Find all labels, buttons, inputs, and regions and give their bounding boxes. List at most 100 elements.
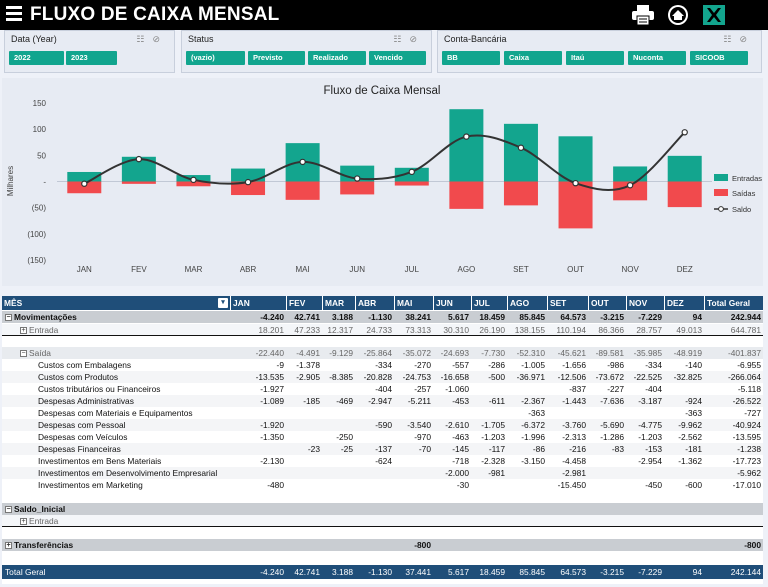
slicer-item-realizado[interactable]: Realizado — [308, 51, 366, 65]
row-label-text: Custos tributários ou Financeiros — [38, 384, 161, 394]
multi-select-icon[interactable]: ☷ — [393, 34, 410, 44]
table-row-saldo_entrada: + Entrada — [2, 515, 763, 527]
home-icon[interactable] — [666, 4, 690, 26]
row-label-text: Total Geral — [5, 567, 46, 577]
saldo-point — [135, 155, 143, 163]
row-value: -4.775 — [638, 420, 662, 430]
expand-icon[interactable]: + — [20, 518, 27, 526]
bar-saidas — [503, 181, 538, 206]
expand-icon[interactable]: + — [20, 327, 27, 335]
row-label-text: Saldo_Inicial — [14, 504, 66, 514]
slicer-item-2022[interactable]: 2022 — [9, 51, 64, 65]
row-label: Investimentos em Desenvolvimento Empresa… — [38, 467, 230, 479]
row-value: -727 — [744, 408, 761, 418]
slicer-item-bb[interactable]: BB — [442, 51, 500, 65]
slicer-item-itau[interactable]: Itaú — [566, 51, 624, 65]
row-label[interactable]: + Entrada — [20, 324, 230, 336]
row-value: -453 — [452, 396, 469, 406]
row-value: -718 — [452, 456, 469, 466]
print-icon[interactable] — [631, 4, 655, 26]
row-label-text: Entrada — [29, 516, 59, 526]
table-row-bens: Investimentos em Bens Materiais -2.130 -62… — [2, 455, 763, 467]
row-value: 18.201 — [258, 325, 284, 335]
header-mes[interactable]: MÊS — [4, 298, 23, 308]
slicer-date-tools[interactable]: ☷⊘ — [136, 34, 168, 45]
excel-icon[interactable] — [702, 4, 726, 26]
row-value: -334 — [645, 360, 662, 370]
slicer-item-caixa[interactable]: Caixa — [504, 51, 562, 65]
bar-entradas — [558, 136, 593, 182]
saldo-point — [681, 129, 688, 136]
row-value — [355, 479, 394, 491]
legend-saldo-marker — [718, 206, 724, 212]
row-value — [547, 539, 588, 551]
slicer-status-tools[interactable]: ☷⊘ — [393, 34, 425, 45]
expand-icon[interactable]: + — [5, 542, 12, 550]
row-value: -4.240 — [260, 567, 284, 577]
row-label-text: Despesas Financeiras — [38, 444, 121, 454]
slicer-item-2023[interactable]: 2023 — [66, 51, 117, 65]
row-label[interactable]: + Entrada — [20, 515, 230, 527]
row-label[interactable]: − Saída — [20, 347, 230, 359]
row-label-text: Investimentos em Desenvolvimento Empresa… — [38, 468, 218, 478]
clear-filter-icon[interactable]: ⊘ — [409, 34, 425, 44]
header-col: JAN — [230, 296, 286, 310]
row-value: -7.229 — [638, 312, 662, 322]
row-label-text: Investimentos em Marketing — [38, 480, 143, 490]
row-value: -1.996 — [521, 432, 545, 442]
filter-dropdown-icon[interactable]: ▾ — [218, 298, 228, 308]
row-value: -5.118 — [737, 384, 761, 394]
header-col: OUT — [588, 296, 626, 310]
row-value — [588, 467, 626, 479]
row-label: Total Geral — [5, 565, 230, 577]
slicer-item-sicoob[interactable]: SICOOB — [690, 51, 748, 65]
slicer-item-vazio[interactable]: (vazio) — [186, 51, 245, 65]
row-value: -1.350 — [260, 432, 284, 442]
slicer-item-previsto[interactable]: Previsto — [248, 51, 305, 65]
row-value: -970 — [414, 432, 431, 442]
row-value — [507, 479, 547, 491]
slicer-bank-tools[interactable]: ☷⊘ — [723, 34, 755, 45]
row-value: -1.362 — [678, 456, 702, 466]
row-value: -7.229 — [638, 567, 662, 577]
row-label[interactable]: + Transferências — [5, 539, 230, 551]
row-value: -2.130 — [260, 456, 284, 466]
collapse-icon[interactable]: − — [20, 350, 27, 358]
row-label[interactable]: − Saldo_Inicial — [5, 503, 230, 515]
row-value: -463 — [452, 432, 469, 442]
pivot-table: MÊS JAN FEV MAR ABR MAI JUN JUL AGO SET OUT NOV DEZ T… — [2, 296, 763, 584]
row-value: -450 — [645, 480, 662, 490]
row-value: -4.491 — [296, 348, 320, 358]
row-value: -9 — [276, 360, 284, 370]
row-value: -83 — [611, 444, 624, 454]
saldo-point — [408, 168, 415, 176]
multi-select-icon[interactable]: ☷ — [136, 34, 153, 44]
collapse-icon[interactable]: − — [5, 314, 12, 322]
header-col: AGO — [507, 296, 547, 310]
clear-filter-icon[interactable]: ⊘ — [152, 34, 168, 44]
row-value: -25.864 — [363, 348, 392, 358]
row-value — [322, 359, 355, 371]
row-label-text: Movimentações — [14, 312, 77, 322]
row-value: -1.238 — [737, 444, 761, 454]
collapse-icon[interactable]: − — [5, 506, 12, 514]
row-value — [471, 479, 507, 491]
row-value: -2.000 — [445, 468, 469, 478]
clear-filter-icon[interactable]: ⊘ — [739, 34, 755, 44]
menu-icon[interactable] — [6, 6, 22, 22]
row-value: -16.658 — [440, 372, 469, 382]
row-value: 5.617 — [448, 567, 469, 577]
row-value — [230, 407, 286, 419]
row-value — [433, 407, 471, 419]
slicer-item-nuconta[interactable]: Nuconta — [628, 51, 686, 65]
row-value: -600 — [685, 480, 702, 490]
row-label[interactable]: − Movimentações — [5, 311, 230, 323]
row-value: 3.188 — [332, 312, 353, 322]
multi-select-icon[interactable]: ☷ — [723, 34, 740, 44]
row-label-text: Custos com Embalagens — [38, 360, 132, 370]
row-label: Despesas Administrativas — [38, 395, 230, 407]
row-value — [286, 431, 322, 443]
y-tick-label: - — [43, 178, 46, 187]
row-value — [664, 539, 704, 551]
slicer-item-vencido[interactable]: Vencido — [369, 51, 426, 65]
